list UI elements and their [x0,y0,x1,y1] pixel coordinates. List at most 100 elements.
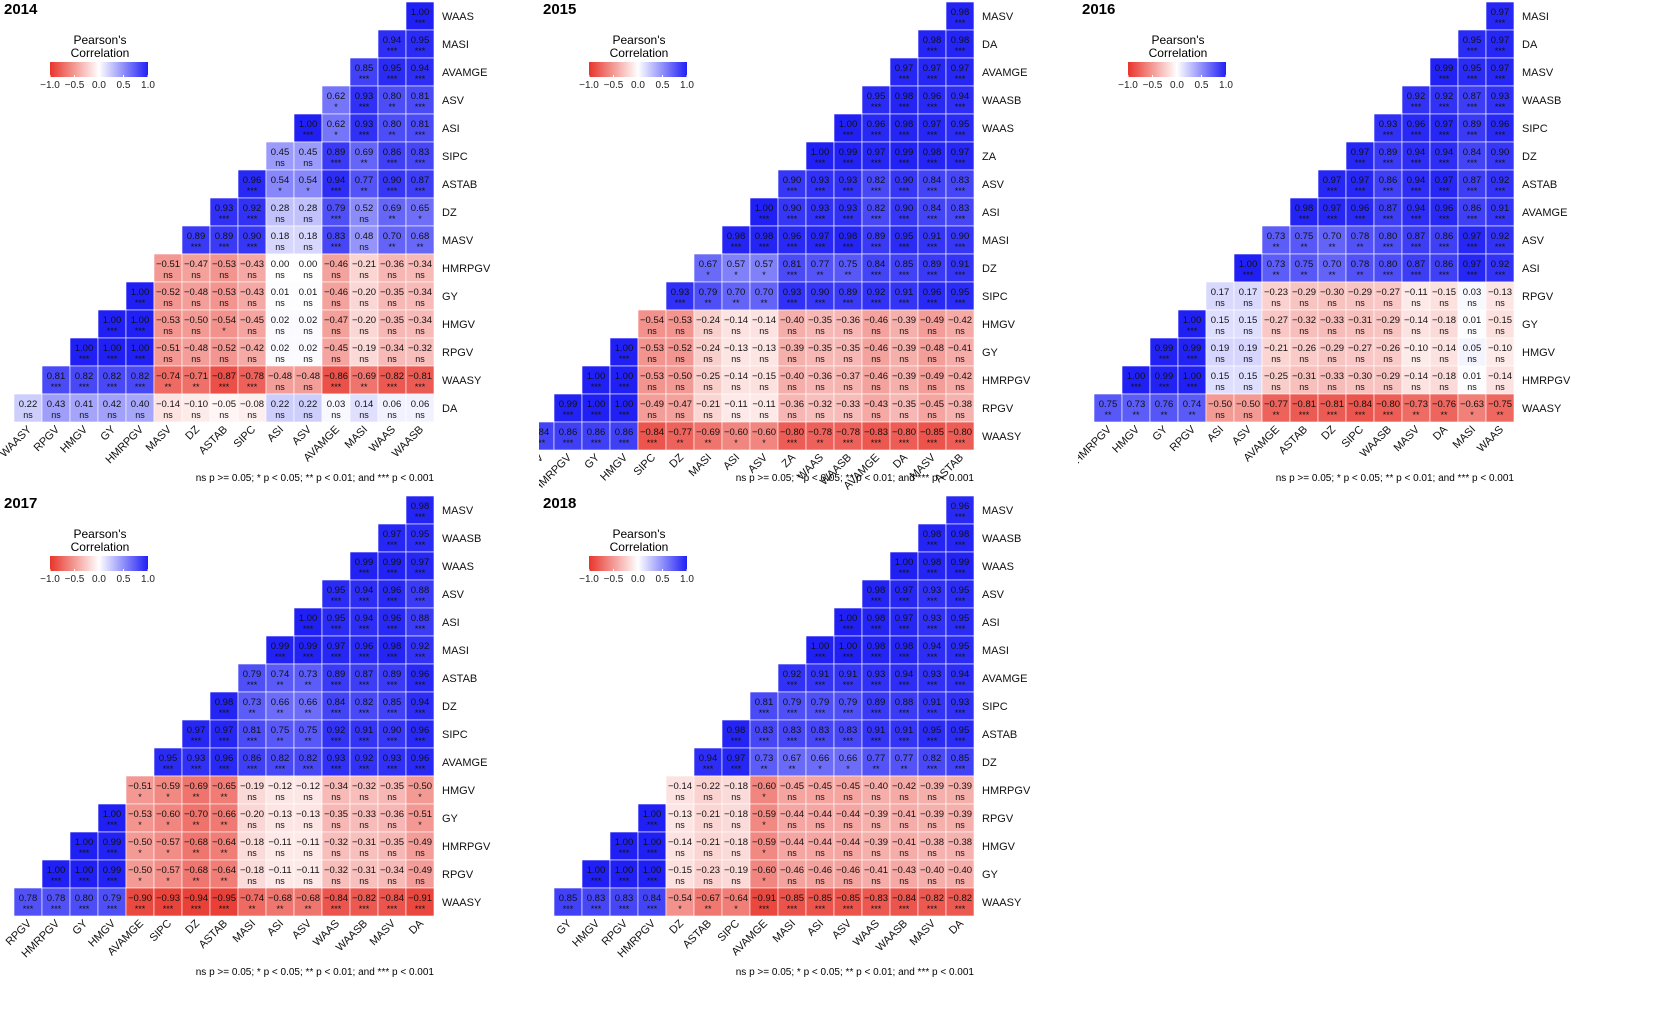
cell-value-label: −0.41 [892,809,916,820]
heatmap-cell [945,169,975,199]
y-axis-label: AVAMGE [442,67,487,79]
cell-significance-label: *** [415,540,426,550]
cell-significance-label: *** [135,904,146,914]
cell-significance-label: ns [955,326,965,336]
cell-significance-label: *** [815,158,826,168]
cell-significance-label: *** [899,708,910,718]
cell-value-label: 0.43 [47,399,66,410]
heatmap-cell [1289,197,1319,227]
y-axis-label: WAAS [442,561,474,573]
cell-significance-label: ns [415,410,425,420]
cell-significance-label: *** [815,186,826,196]
cell-significance-label: ns [927,820,937,830]
cell-significance-label: *** [563,410,574,420]
cell-value-label: −0.35 [892,399,916,410]
cell-value-label: −0.40 [948,865,972,876]
cell-value-label: −0.30 [1348,371,1372,382]
y-axis-label: DZ [982,263,997,275]
cell-value-label: 0.68 [411,231,430,242]
heatmap-cell [237,281,267,311]
heatmap-cell [917,635,947,665]
cell-significance-label: * [418,792,422,802]
x-axis-label: DA [1431,423,1451,443]
cell-significance-label: ns [275,270,285,280]
heatmap-cell [945,635,975,665]
cell-significance-label: ns [871,792,881,802]
cell-value-label: −0.50 [128,837,152,848]
heatmap-cell [945,803,975,833]
cell-significance-label: ns [191,270,201,280]
cell-value-label: −0.59 [156,781,180,792]
y-axis-label: ASV [982,589,1005,601]
cell-significance-label: *** [387,736,398,746]
cell-significance-label: *** [927,904,938,914]
cell-significance-label: *** [955,270,966,280]
heatmap-cell [861,747,891,777]
cell-significance-label: *** [191,736,202,746]
cell-significance-label: ns [787,848,797,858]
cell-value-label: −0.11 [752,399,775,410]
cell-significance-label: *** [1467,186,1478,196]
cell-value-label: −0.40 [864,781,888,792]
heatmap-cell [153,803,183,833]
cell-value-label: −0.46 [324,259,348,270]
cell-value-label: 0.91 [867,725,886,736]
cell-significance-label: ns [647,354,657,364]
legend-title: Pearson's [73,527,127,541]
cell-significance-label: ns [275,792,285,802]
heatmap-cell [265,691,295,721]
cell-value-label: −0.41 [892,837,916,848]
cell-value-label: 0.83 [839,725,858,736]
cell-value-label: −0.53 [640,343,664,354]
cell-significance-label: ns [303,792,313,802]
cell-value-label: 0.99 [355,557,374,568]
cell-significance-label: ** [1440,410,1448,420]
heatmap-cell [889,635,919,665]
cell-significance-label: *** [787,904,798,914]
cell-significance-label: ns [1467,382,1477,392]
cell-value-label: −0.68 [268,893,292,904]
cell-significance-label: ns [927,326,937,336]
cell-significance-label: ns [331,876,341,886]
cell-value-label: 0.81 [783,259,802,270]
cell-value-label: −0.35 [808,315,832,326]
cell-significance-label: *** [619,438,630,448]
cell-value-label: 0.99 [383,557,402,568]
heatmap-cell [293,337,323,367]
heatmap-cell [889,691,919,721]
cell-significance-label: ns [675,326,685,336]
cell-value-label: 0.90 [811,287,830,298]
heatmap-cell [265,141,295,171]
cell-significance-label: ns [191,326,201,336]
heatmap-cell [889,421,919,451]
cell-value-label: −0.21 [352,259,376,270]
cell-value-label: −0.83 [864,427,888,438]
cell-significance-label: ns [331,326,341,336]
cell-value-label: −0.36 [836,315,860,326]
cell-significance-label: ns [955,848,965,858]
cell-value-label: 0.81 [755,697,774,708]
cell-significance-label: ns [927,876,937,886]
cell-value-label: −0.36 [380,809,404,820]
cell-significance-label: ns [1495,382,1505,392]
cell-value-label: 0.99 [951,557,970,568]
cell-value-label: −0.45 [920,399,944,410]
y-axis-label: GY [1522,319,1539,331]
y-axis-label: MASI [442,39,469,51]
cell-significance-label: *** [1327,186,1338,196]
heatmap-cell [945,775,975,805]
heatmap-cell [321,719,351,749]
heatmap-cell [1345,337,1375,367]
heatmap-cell [861,421,891,451]
cell-value-label: 0.97 [867,147,886,158]
cell-significance-label: *** [107,848,118,858]
cell-value-label: −0.14 [1404,315,1428,326]
cell-significance-label: *** [415,680,426,690]
cell-value-label: −0.13 [296,809,320,820]
cell-significance-label: ns [1495,298,1505,308]
cell-value-label: 0.82 [867,175,886,186]
cell-value-label: 0.42 [103,399,122,410]
cell-value-label: −0.26 [1292,343,1316,354]
x-axis-label: MASI [687,452,715,480]
x-axis-label: GY [1150,423,1170,443]
